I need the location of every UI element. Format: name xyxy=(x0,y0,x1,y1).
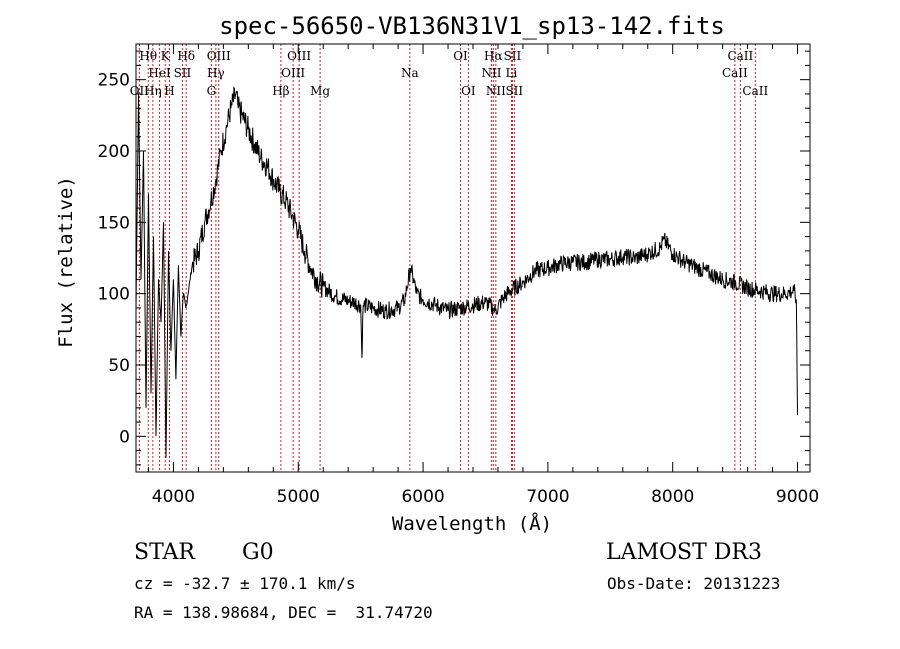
line-label-7: Hδ xyxy=(177,49,195,63)
survey-name: LAMOST DR3 xyxy=(606,540,762,565)
line-label-4: K xyxy=(161,49,171,63)
y-tick-label: 50 xyxy=(108,356,130,376)
x-axis-ticks: 4000 5000 6000 7000 8000 9000 xyxy=(147,44,819,507)
line-label-5: H xyxy=(164,84,174,98)
line-label-25: CaII xyxy=(727,49,753,63)
x-tick-label: 8000 xyxy=(651,487,694,507)
x-tick-label: 6000 xyxy=(401,487,444,507)
flux-series-line xyxy=(135,86,798,458)
x-tick-label: 7000 xyxy=(526,487,569,507)
line-label-8: G xyxy=(207,84,217,98)
line-label-26: CaII xyxy=(742,84,768,98)
plot-axes xyxy=(135,43,811,473)
emission-line-labels: OIIHθHηHeIKHSIIHδGHγOIIIHβOIIIOIIIMgNaOI… xyxy=(130,49,769,98)
plot-frame xyxy=(135,43,811,473)
redshift-velocity: cz = -32.7 ± 170.1 km/s xyxy=(134,574,356,593)
line-label-12: OIII xyxy=(281,66,305,80)
line-label-22: SII xyxy=(504,49,522,63)
y-tick-label: 250 xyxy=(98,71,130,91)
emission-line-markers xyxy=(138,44,756,472)
line-label-16: OI xyxy=(453,49,468,63)
x-tick-label: 4000 xyxy=(152,487,195,507)
line-label-9: Hγ xyxy=(207,66,225,80)
line-label-23: SII xyxy=(505,84,523,98)
y-tick-label: 100 xyxy=(98,285,130,305)
line-label-20: NII xyxy=(486,84,506,98)
line-label-15: Na xyxy=(401,66,419,80)
line-label-14: Mg xyxy=(310,84,330,98)
x-tick-label: 9000 xyxy=(776,487,819,507)
y-tick-label: 0 xyxy=(119,427,130,447)
sky-coordinates: RA = 138.98684, DEC = 31.74720 xyxy=(134,603,433,622)
x-axis-label: Wavelength (Å) xyxy=(392,512,552,535)
line-label-24: CaII xyxy=(722,66,748,80)
line-label-0: OII xyxy=(130,84,150,98)
chart-title: spec-56650-VB136N31V1_sp13-142.fits xyxy=(219,12,725,40)
line-label-18: NII xyxy=(481,66,501,80)
line-label-19: Hα xyxy=(484,49,503,63)
line-label-1: Hθ xyxy=(139,49,157,63)
y-tick-label: 150 xyxy=(98,213,130,233)
line-label-21: Li xyxy=(506,66,518,80)
line-label-2: Hη xyxy=(144,84,162,98)
line-label-3: HeI xyxy=(148,66,171,80)
observation-date: Obs-Date: 20131223 xyxy=(607,574,781,593)
line-label-10: OIII xyxy=(207,49,231,63)
object-subclass: G0 xyxy=(242,540,274,565)
y-axis-ticks: 0 50 100 150 200 250 xyxy=(98,50,810,466)
line-label-11: Hβ xyxy=(272,84,289,98)
y-tick-label: 200 xyxy=(98,142,130,162)
object-class: STAR xyxy=(134,540,195,565)
x-tick-label: 5000 xyxy=(277,487,320,507)
y-axis-label: Flux (relative) xyxy=(55,176,77,348)
line-label-13: OIII xyxy=(287,49,311,63)
line-label-17: OI xyxy=(461,84,476,98)
line-label-6: SII xyxy=(174,66,192,80)
